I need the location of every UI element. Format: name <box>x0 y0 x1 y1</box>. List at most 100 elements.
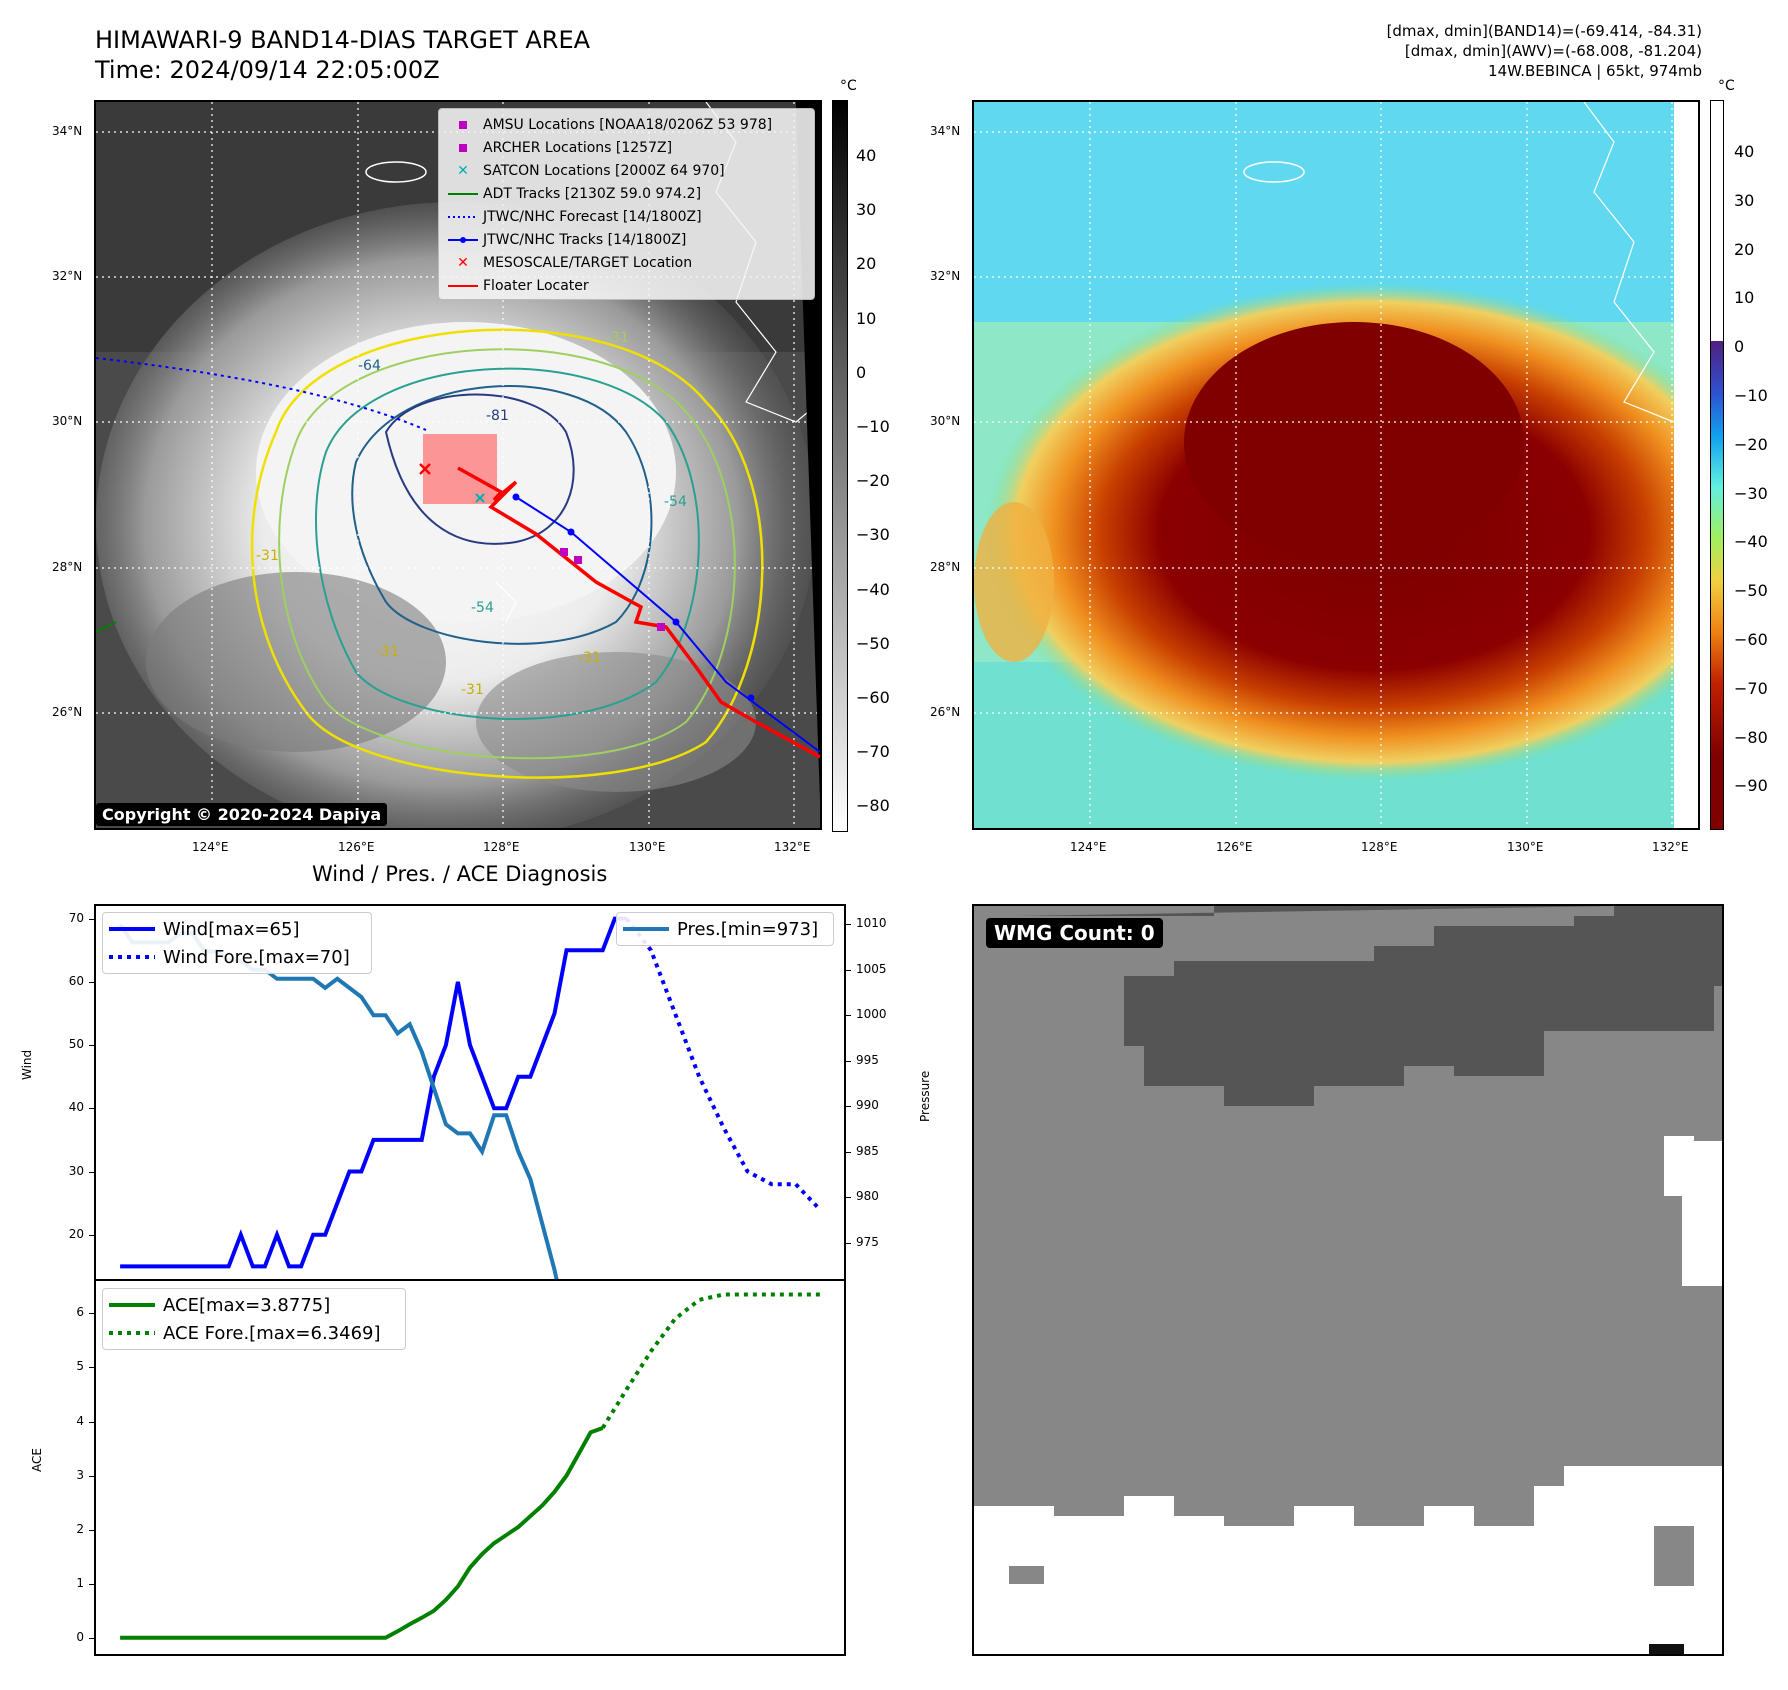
axis-tick-mark <box>89 1583 94 1585</box>
colorbar-tick: −60 <box>1734 630 1768 649</box>
lat-tick: 26°N <box>930 705 961 719</box>
x-marker-icon: ✕ <box>457 162 469 179</box>
axis-tick-mark <box>89 1475 94 1477</box>
figure-time: Time: 2024/09/14 22:05:00Z <box>95 56 440 84</box>
legend-item: ADT Tracks [2130Z 59.0 974.2] <box>443 182 810 205</box>
lat-tick: 30°N <box>52 414 83 428</box>
lat-tick: 32°N <box>930 269 961 283</box>
solid-line-icon <box>623 927 669 931</box>
axis-tick-label: 70 <box>68 910 84 925</box>
ace-legend: ACE[max=3.8775] ACE Fore.[max=6.3469] <box>102 1288 406 1350</box>
lat-tick: 26°N <box>52 705 83 719</box>
lon-tick: 126°E <box>338 840 375 854</box>
colorbar-tick: 20 <box>856 254 877 274</box>
axis-tick-mark <box>89 1171 94 1173</box>
stats-awv: [dmax, dmin](AWV)=(-68.008, -81.204) <box>1404 42 1702 60</box>
lat-tick: 34°N <box>930 124 961 138</box>
axis-tick-label: 1005 <box>856 961 887 976</box>
legend-item: JTWC/NHC Tracks [14/1800Z] <box>443 228 810 251</box>
ir-map-panel: -31 -54 -64 -81 -31 -54 -31 -31 -31 AMSU… <box>94 100 822 830</box>
contour-label: -64 <box>358 358 381 374</box>
stats-storm: 14W.BEBINCA | 65kt, 974mb <box>1488 62 1702 80</box>
legend-item: ACE[max=3.8775] <box>109 1291 399 1319</box>
legend-item: ARCHER Locations [1257Z] <box>443 136 810 159</box>
colorbar-tick: 30 <box>1734 190 1755 210</box>
colorbar-tick: −70 <box>856 742 890 762</box>
colorbar-tick: −50 <box>856 633 890 653</box>
legend-item: Wind Fore.[max=70] <box>109 943 365 971</box>
ace-axis-title: ACE <box>30 1448 44 1472</box>
contour-label: -31 <box>606 330 629 346</box>
axis-tick-label: 995 <box>856 1052 879 1067</box>
axis-tick-mark <box>89 1529 94 1531</box>
axis-tick-mark <box>846 1060 851 1062</box>
colorbar-tick: −40 <box>856 579 890 599</box>
colorbar-tick: −40 <box>1734 532 1768 552</box>
legend-item: Pres.[min=973] <box>623 915 827 943</box>
axis-tick-label: 3 <box>76 1467 84 1482</box>
colorbar-tick: −20 <box>856 471 890 491</box>
colorbar-tick: 10 <box>1734 288 1755 308</box>
axis-tick-label: 5 <box>76 1359 84 1374</box>
axis-tick-mark <box>846 969 851 971</box>
lon-tick: 124°E <box>1070 840 1107 854</box>
colorbar-tick: 0 <box>1734 337 1745 357</box>
line-dot-icon <box>448 236 478 243</box>
colorbar-tick: 30 <box>856 200 877 220</box>
copyright-label: Copyright © 2020-2024 Dapiya <box>96 803 388 826</box>
lat-tick: 32°N <box>52 269 83 283</box>
axis-tick-label: 990 <box>856 1098 879 1113</box>
colorbar-tick: 40 <box>1734 142 1755 161</box>
colorbar-tick: −60 <box>856 688 890 707</box>
axis-tick-label: 20 <box>68 1226 84 1241</box>
axis-tick-mark <box>89 1234 94 1236</box>
colorbar-tick: 10 <box>856 308 877 328</box>
axis-tick-label: 1010 <box>856 916 887 931</box>
line-icon <box>448 192 478 195</box>
square-marker-icon <box>459 143 467 152</box>
axis-tick-label: 4 <box>76 1413 84 1428</box>
axis-tick-mark <box>846 1106 851 1108</box>
series-line <box>120 1426 604 1640</box>
colorbar-tick: −30 <box>856 525 890 545</box>
legend-item: Wind[max=65] <box>109 915 365 943</box>
wmg-panel: WMG Count: 0 <box>972 904 1724 1656</box>
lon-tick: 130°E <box>1507 840 1544 854</box>
axis-tick-label: 50 <box>68 1037 84 1052</box>
lat-tick: 28°N <box>930 560 961 574</box>
solid-line-icon <box>109 927 155 931</box>
stats-band14: [dmax, dmin](BAND14)=(-69.414, -84.31) <box>1386 22 1702 40</box>
lon-tick: 130°E <box>629 840 666 854</box>
lat-tick: 34°N <box>52 124 83 138</box>
dotted-line-icon <box>109 955 155 959</box>
contour-label: -31 <box>578 650 601 666</box>
legend-item: JTWC/NHC Forecast [14/1800Z] <box>443 205 810 228</box>
colorbar-tick: −50 <box>1734 581 1768 601</box>
axis-tick-label: 30 <box>68 1163 84 1178</box>
figure-title: HIMAWARI-9 BAND14-DIAS TARGET AREA <box>95 26 591 54</box>
series-line <box>600 1292 820 1430</box>
x-marker-icon: ✕ <box>457 254 469 271</box>
axis-tick-mark <box>846 1015 851 1017</box>
contour-label: -31 <box>376 644 399 660</box>
legend-item: Floater Locater <box>443 274 810 297</box>
map-legend: AMSU Locations [NOAA18/0206Z 53 978] ARC… <box>438 108 815 300</box>
dotted-line-icon <box>448 215 478 218</box>
wmg-count-badge: WMG Count: 0 <box>986 918 1163 948</box>
line-icon <box>448 284 478 287</box>
colorbar-tick: −80 <box>1734 727 1768 747</box>
axis-tick-mark <box>89 1367 94 1369</box>
colorbar-tick: 40 <box>856 146 877 165</box>
axis-tick-mark <box>846 924 851 926</box>
axis-tick-label: 985 <box>856 1143 879 1158</box>
color-colorbar <box>1710 100 1724 830</box>
axis-tick-label: 2 <box>76 1521 84 1536</box>
axis-tick-mark <box>89 1108 94 1110</box>
colorbar-tick: 0 <box>856 362 867 382</box>
wmg-map <box>974 906 1722 1654</box>
axis-tick-label: 975 <box>856 1234 879 1249</box>
legend-item: ✕ SATCON Locations [2000Z 64 970] <box>443 159 810 182</box>
color-ir-map <box>974 102 1698 828</box>
axis-tick-label: 1000 <box>856 1007 887 1022</box>
lat-tick: 30°N <box>930 414 961 428</box>
